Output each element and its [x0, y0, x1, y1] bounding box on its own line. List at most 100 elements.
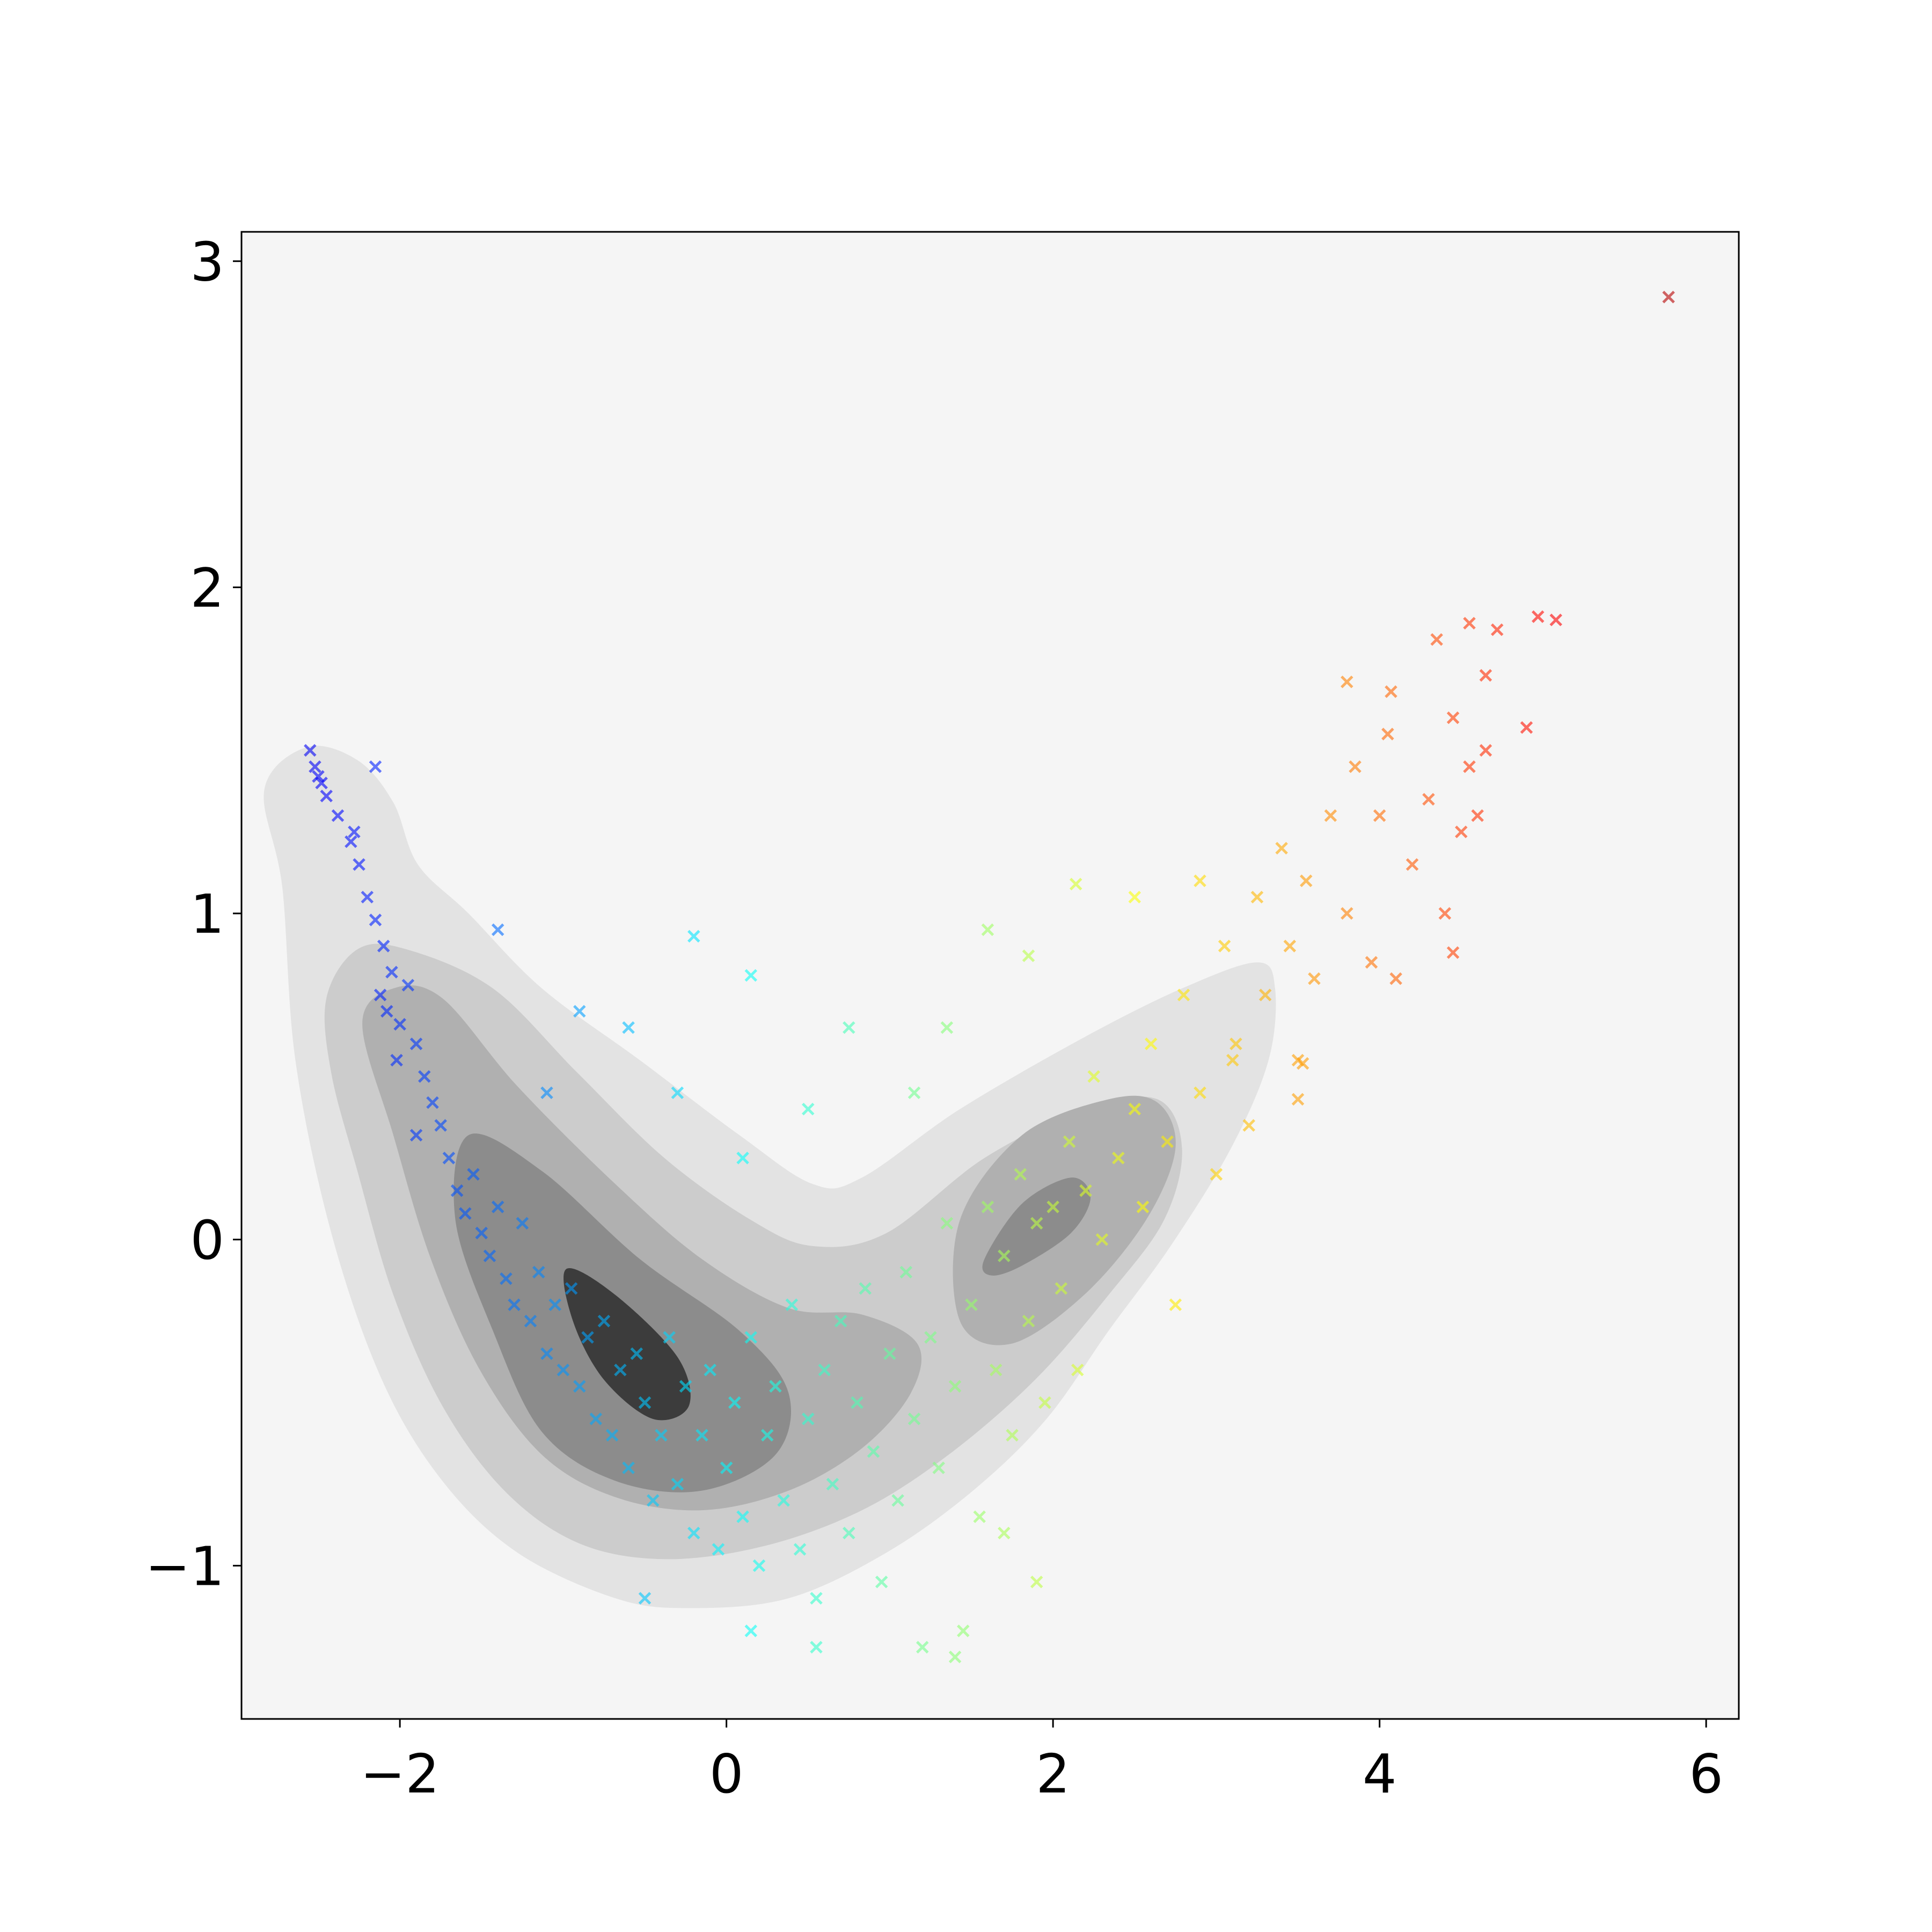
data-point [810, 1592, 823, 1605]
data-point [777, 1494, 790, 1507]
data-point [361, 890, 374, 904]
data-point [1385, 685, 1397, 698]
data-point [638, 1592, 652, 1605]
data-point [1296, 1057, 1309, 1070]
data-point [1349, 760, 1362, 773]
data-point [548, 1298, 561, 1312]
data-point [1055, 1282, 1068, 1295]
data-point [638, 1396, 652, 1409]
data-point [1128, 890, 1141, 904]
x-tick-label: 2 [1036, 1743, 1070, 1805]
data-point [646, 1494, 660, 1507]
data-point [908, 1086, 921, 1100]
data-point [1194, 874, 1206, 888]
data-point [687, 1526, 700, 1540]
data-point [1406, 858, 1419, 871]
data-point [369, 760, 382, 773]
data-point [1226, 1053, 1239, 1067]
data-point [622, 1461, 635, 1474]
data-point [622, 1021, 635, 1034]
x-axis: −2 0 2 4 6 [360, 1743, 1723, 1805]
data-point [1038, 1396, 1051, 1409]
data-point [1161, 1135, 1174, 1148]
data-point [1079, 1184, 1092, 1197]
data-point [810, 1641, 823, 1654]
data-point [826, 1477, 839, 1491]
data-point [573, 1380, 586, 1393]
y-tick-label: 2 [190, 557, 224, 619]
data-point [1463, 617, 1476, 630]
data-point [1490, 623, 1504, 636]
data-point [605, 1429, 619, 1442]
data-point [1549, 613, 1563, 626]
data-point [671, 1086, 684, 1100]
data-point [1230, 1037, 1242, 1050]
data-point [720, 1461, 733, 1474]
data-point [369, 913, 382, 926]
data-point [1210, 1168, 1223, 1181]
data-point [1030, 1576, 1043, 1589]
data-point [1177, 989, 1190, 1001]
data-point [998, 1249, 1011, 1262]
data-point [908, 1413, 921, 1425]
data-point [1291, 1093, 1305, 1106]
density-contours [264, 745, 1276, 1608]
data-point [320, 789, 333, 803]
data-point [565, 1282, 578, 1295]
data-point [459, 1207, 472, 1220]
y-tick-label: 1 [190, 883, 224, 946]
data-point [1479, 744, 1492, 757]
data-point [573, 1005, 586, 1018]
data-point [744, 969, 758, 982]
data-point [736, 1510, 749, 1524]
data-point [377, 940, 390, 953]
data-point [1324, 809, 1337, 822]
data-point [1022, 949, 1035, 962]
data-point [491, 923, 504, 936]
data-point [891, 1494, 904, 1507]
data-point [916, 1641, 929, 1654]
data-point [409, 1037, 423, 1050]
data-point [859, 1282, 872, 1295]
data-point [1046, 1201, 1059, 1213]
data-point [1373, 809, 1386, 822]
data-point [818, 1364, 831, 1377]
data-point [380, 1005, 393, 1018]
data-point [679, 1380, 692, 1393]
data-point [524, 1314, 537, 1328]
data-point [998, 1526, 1011, 1540]
data-point [353, 858, 365, 871]
y-tick-label: 0 [190, 1209, 224, 1272]
data-point [1071, 1364, 1084, 1377]
data-point [630, 1347, 643, 1360]
data-point [1128, 1102, 1141, 1116]
data-point [312, 770, 325, 783]
data-point [940, 1021, 954, 1034]
data-point [843, 1021, 855, 1034]
data-point [1095, 1233, 1109, 1246]
data-point [712, 1543, 725, 1556]
data-point [442, 1152, 456, 1165]
data-point [752, 1559, 766, 1572]
data-point [1662, 290, 1675, 304]
data-point [1242, 1119, 1256, 1132]
data-point [1006, 1429, 1019, 1442]
data-point [948, 1380, 962, 1393]
data-point [348, 825, 361, 838]
data-point [981, 1201, 994, 1213]
data-point [1030, 1217, 1043, 1230]
x-tick-label: 4 [1363, 1743, 1397, 1805]
y-tick-label: 3 [190, 231, 224, 294]
data-point [1283, 940, 1297, 953]
data-point [418, 1070, 431, 1083]
data-point [801, 1102, 815, 1116]
data-point [744, 1331, 758, 1344]
data-point [581, 1331, 594, 1344]
data-point [957, 1624, 970, 1637]
data-point [1471, 809, 1484, 822]
data-point [1069, 877, 1082, 891]
x-tick-label: 0 [709, 1743, 744, 1805]
data-point [973, 1510, 986, 1524]
data-point [1087, 1070, 1100, 1083]
data-point [540, 1086, 553, 1100]
